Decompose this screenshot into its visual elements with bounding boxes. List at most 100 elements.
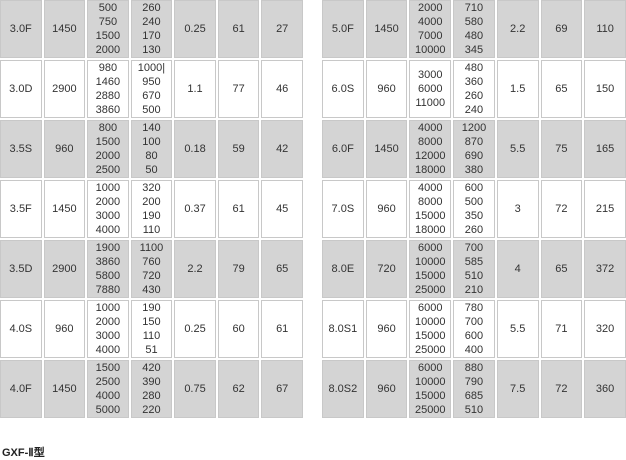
weight-cell: 215 — [584, 180, 626, 238]
noise-cell: 79 — [217, 240, 260, 298]
weight-cell: 67 — [261, 360, 303, 418]
flow-value: 4000 — [95, 224, 121, 236]
flow-value: 2880 — [95, 90, 121, 102]
pressure-cell: 480 360 260 240 — [453, 60, 495, 118]
flow-value: 25000 — [414, 404, 446, 416]
noise-cell: 61 — [217, 0, 260, 58]
weight-cell: 27 — [261, 0, 303, 58]
noise-cell: 75 — [540, 120, 583, 178]
model-cell: 6.0F — [322, 120, 364, 178]
weight-cell: 165 — [584, 120, 626, 178]
power-cell: 2.2 — [174, 240, 216, 298]
pressure-value: 880 — [464, 362, 484, 374]
pressure-value: 510 — [464, 404, 484, 416]
pressure-value: 700 — [464, 316, 484, 328]
flow-value: 8000 — [418, 196, 443, 208]
flow-value: 2000 — [95, 150, 121, 162]
pressure-cell: 420 390 280 220 — [130, 360, 173, 418]
flow-value: 1000 — [95, 182, 121, 194]
pressure-cell: 710 580 480 345 — [453, 0, 495, 58]
flow-value: 800 — [98, 122, 118, 134]
speed-cell: 960 — [365, 300, 408, 358]
pressure-value: 720 — [142, 270, 161, 282]
pressure-cell: 1000| 950 670 500 — [130, 60, 173, 118]
power-cell: 7.5 — [496, 360, 539, 418]
table-row: 3.0D 2900 980 1460 2880 3860 1000| 950 670 500 1.1… — [0, 60, 303, 118]
pressure-value: 260 — [142, 2, 161, 14]
flow-cell: 500 750 1500 2000 — [87, 0, 129, 58]
pressure-value: 210 — [464, 284, 484, 296]
model-cell: 3.5D — [0, 240, 42, 298]
pressure-value: 580 — [464, 16, 484, 28]
pressure-value: 400 — [464, 344, 484, 356]
speed-cell: 2900 — [43, 240, 86, 298]
power-cell: 1.5 — [496, 60, 539, 118]
flow-value: 15000 — [414, 330, 446, 342]
flow-value: 500 — [98, 2, 118, 14]
noise-cell: 61 — [217, 180, 260, 238]
speed-cell: 2900 — [43, 60, 86, 118]
flow-value: 6000 — [418, 83, 443, 95]
flow-value: 2000 — [95, 44, 121, 56]
power-cell: 0.37 — [174, 180, 216, 238]
speed-cell: 960 — [365, 180, 408, 238]
pressure-value: 500 — [464, 196, 484, 208]
flow-value: 15000 — [414, 210, 446, 222]
flow-value: 3000 — [418, 69, 443, 81]
model-cell: 4.0F — [0, 360, 42, 418]
flow-value: 1900 — [95, 242, 121, 254]
flow-value: 5800 — [95, 270, 121, 282]
pressure-value: 50 — [145, 164, 158, 176]
flow-value: 18000 — [414, 164, 446, 176]
weight-cell: 65 — [261, 240, 303, 298]
pressure-value: 480 — [464, 30, 484, 42]
speed-cell: 960 — [365, 360, 408, 418]
flow-value: 8000 — [418, 136, 443, 148]
flow-value: 18000 — [414, 224, 446, 236]
model-cell: 3.0D — [0, 60, 42, 118]
spec-table-left: 3.0F 1450 500 750 1500 2000 260 240 170 130 0.25 61… — [0, 0, 305, 420]
pressure-value: 780 — [464, 302, 484, 314]
pressure-cell: 1100 760 720 430 — [130, 240, 173, 298]
table-row: 3.5D 2900 1900 3860 5800 7880 1100 760 720 430 2.2… — [0, 240, 303, 298]
flow-value: 10000 — [414, 256, 446, 268]
pressure-value: 51 — [145, 344, 158, 356]
pressure-value: 130 — [142, 44, 161, 56]
model-cell: 8.0S2 — [322, 360, 364, 418]
power-cell: 5.5 — [496, 300, 539, 358]
pressure-value: 240 — [464, 104, 484, 116]
pressure-value: 690 — [464, 150, 484, 162]
flow-value: 4000 — [95, 390, 121, 402]
power-cell: 2.2 — [496, 0, 539, 58]
flow-value: 25000 — [414, 284, 446, 296]
model-cell: 8.0S1 — [322, 300, 364, 358]
table-row: 8.0S1 960 6000 10000 15000 25000 780 700 600 400 5… — [322, 300, 626, 358]
pressure-cell: 320 200 190 110 — [130, 180, 173, 238]
speed-cell: 720 — [365, 240, 408, 298]
flow-value: 1460 — [95, 76, 121, 88]
section-caption: GXF-Ⅱ型 — [2, 447, 45, 459]
pressure-value: 1000| — [137, 62, 166, 74]
table-row: 3.0F 1450 500 750 1500 2000 260 240 170 130 0.25 61… — [0, 0, 303, 58]
spec-table-right: 5.0F 1450 2000 4000 7000 10000 710 580 480 345 2.2… — [320, 0, 626, 420]
weight-cell: 45 — [261, 180, 303, 238]
flow-value: 4000 — [418, 182, 443, 194]
flow-value: 2500 — [95, 376, 121, 388]
pressure-value: 150 — [142, 316, 161, 328]
pressure-value: 240 — [142, 16, 161, 28]
flow-cell: 800 1500 2000 2500 — [87, 120, 129, 178]
pressure-value: 685 — [464, 390, 484, 402]
speed-cell: 1450 — [365, 120, 408, 178]
flow-value: 2000 — [418, 2, 443, 14]
table-row: 6.0S 960 3000 6000 11000 480 360 260 240 1.5 65 150 — [322, 60, 626, 118]
pressure-value: 500 — [142, 104, 161, 116]
pressure-cell: 1200 870 690 380 — [453, 120, 495, 178]
table-row: 3.5S 960 800 1500 2000 2500 140 100 80 50 0.18 59 42 — [0, 120, 303, 178]
pressure-value: 260 — [464, 90, 484, 102]
model-cell: 6.0S — [322, 60, 364, 118]
flow-value: 10000 — [414, 316, 446, 328]
pressure-cell: 260 240 170 130 — [130, 0, 173, 58]
flow-value: 1500 — [95, 136, 121, 148]
flow-value: 11000 — [415, 97, 446, 109]
speed-cell: 960 — [365, 60, 408, 118]
